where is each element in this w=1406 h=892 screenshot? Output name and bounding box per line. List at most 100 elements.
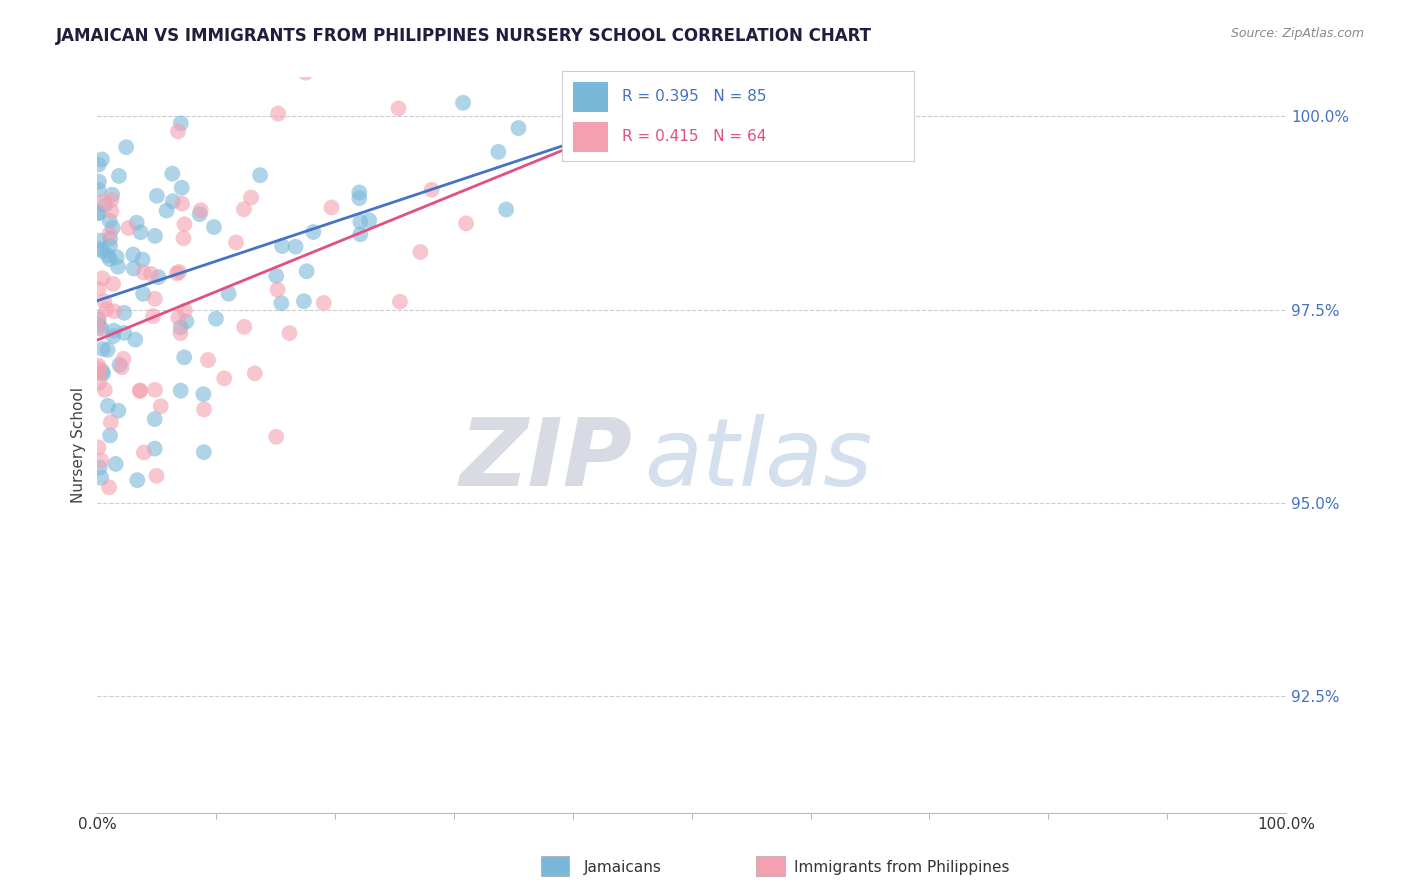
Point (233, 319, 256, 334)
Point (94, 383, 117, 397)
Point (87, 322, 110, 336)
Point (495, 202, 517, 217)
Point (98, 480, 121, 494)
Point (89, 376, 111, 390)
Point (129, 225, 152, 239)
Point (122, 247, 145, 261)
Point (98, 227, 121, 241)
Point (266, 283, 288, 297)
Point (124, 333, 146, 347)
Text: atlas: atlas (644, 414, 872, 505)
Point (193, 445, 215, 459)
Point (112, 326, 135, 340)
Point (117, 221, 139, 235)
Point (107, 260, 129, 274)
Point (93, 194, 115, 209)
Point (143, 292, 166, 306)
Point (87, 310, 110, 324)
Point (205, 311, 228, 326)
Point (97, 343, 120, 357)
Point (143, 442, 166, 456)
Point (103, 324, 125, 338)
Point (111, 360, 134, 375)
Point (87, 183, 110, 197)
Point (321, 201, 343, 215)
Point (89, 234, 111, 248)
Point (90, 321, 112, 335)
Point (93, 294, 115, 309)
Point (100, 193, 122, 207)
Point (104, 457, 127, 471)
Point (284, 240, 307, 254)
Point (101, 220, 124, 235)
Point (170, 116, 193, 130)
Point (508, 121, 530, 136)
Point (98, 239, 121, 253)
Point (173, 303, 195, 318)
Point (249, 168, 271, 182)
Point (225, 235, 247, 250)
Point (90, 471, 112, 485)
Point (169, 320, 191, 334)
Point (143, 383, 166, 397)
Point (101, 277, 124, 291)
Point (232, 202, 254, 217)
Point (143, 412, 166, 426)
Point (131, 252, 153, 267)
Bar (574, 82, 607, 112)
Point (292, 294, 315, 309)
Point (87, 282, 110, 296)
Point (91, 342, 114, 356)
Point (112, 351, 135, 366)
Point (148, 270, 170, 285)
Point (125, 216, 148, 230)
Point (167, 124, 190, 138)
Point (170, 384, 193, 398)
Bar (574, 122, 607, 152)
Point (87, 206, 110, 220)
Point (167, 265, 190, 279)
Point (132, 265, 155, 279)
Text: Source: ZipAtlas.com: Source: ZipAtlas.com (1230, 27, 1364, 40)
Point (98, 232, 121, 246)
Point (87, 318, 110, 332)
Point (91, 244, 114, 258)
Point (173, 231, 195, 245)
Text: JAMAICAN VS IMMIGRANTS FROM PHILIPPINES NURSERY SCHOOL CORRELATION CHART: JAMAICAN VS IMMIGRANTS FROM PHILIPPINES … (56, 27, 872, 45)
Text: Jamaicans: Jamaicans (583, 860, 661, 874)
Point (451, 95, 474, 110)
Point (87, 175, 110, 189)
Point (264, 268, 287, 283)
Point (190, 203, 212, 218)
Point (145, 468, 167, 483)
Point (91, 153, 114, 167)
Point (312, 296, 335, 310)
Text: R = 0.415   N = 64: R = 0.415 N = 64 (621, 129, 766, 144)
Point (108, 169, 131, 183)
Point (129, 384, 152, 398)
Point (349, 227, 371, 242)
Point (454, 216, 477, 230)
Point (91, 271, 114, 285)
Point (197, 353, 219, 368)
Point (188, 207, 211, 221)
Point (87, 441, 110, 455)
Point (170, 180, 193, 194)
Point (264, 430, 287, 444)
Point (420, 183, 443, 197)
Point (218, 286, 240, 301)
Point (94, 198, 117, 212)
Point (100, 415, 122, 429)
Point (193, 387, 215, 401)
Point (91, 364, 114, 378)
Point (143, 228, 166, 243)
Point (112, 306, 135, 320)
Point (349, 215, 371, 229)
Point (173, 217, 195, 231)
Point (486, 145, 509, 159)
Point (349, 191, 371, 205)
Point (87, 205, 110, 219)
Point (308, 37, 330, 51)
Point (90, 453, 112, 467)
Point (101, 187, 124, 202)
